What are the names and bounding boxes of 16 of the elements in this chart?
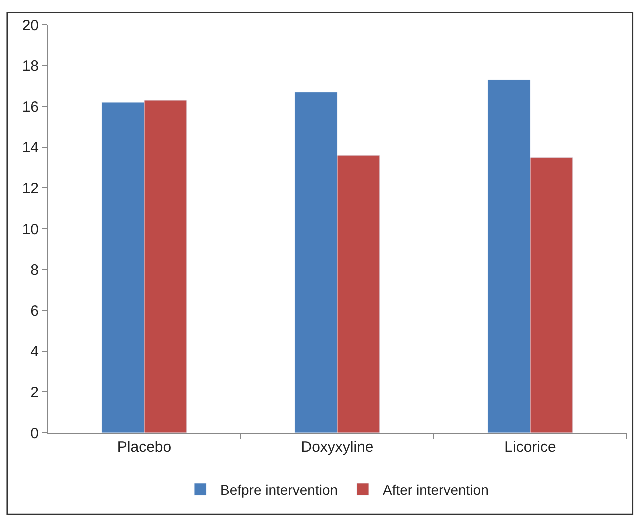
y-tick-label: 2 [30,384,39,402]
y-tick-label: 0 [30,425,39,442]
y-tick-label: 8 [30,262,39,280]
x-tick-label: Placebo [117,439,172,456]
y-tick-label: 14 [22,140,39,157]
y-tick-label: 18 [22,58,39,76]
x-tick-label: Doxyxyline [301,439,374,456]
y-tick-label: 20 [22,17,39,34]
y-tick-label: 10 [22,221,39,238]
x-tick-label: Licorice [504,439,556,456]
legend-label: Befpre intervention [220,482,338,498]
y-tick-label: 6 [30,302,39,320]
y-tick-label: 16 [22,98,39,116]
y-tick-label: 4 [30,344,39,361]
y-tick-label: 12 [22,180,39,198]
legend-label: After intervention [383,482,489,498]
